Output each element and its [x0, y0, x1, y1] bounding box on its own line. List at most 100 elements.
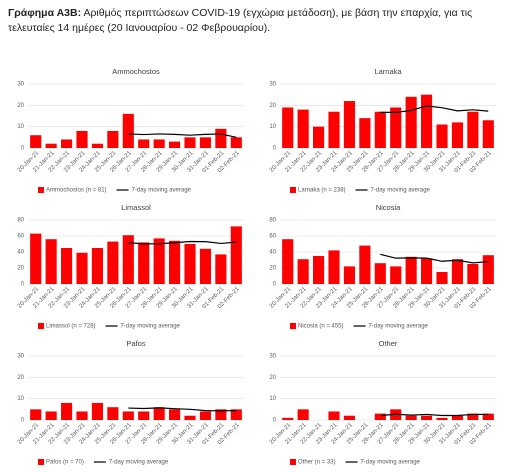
bar	[61, 402, 73, 420]
moving-average-line	[128, 407, 237, 412]
y-tick-label: 40	[17, 250, 24, 256]
legend-label: Larnaka (n = 238)	[298, 188, 346, 194]
bar	[374, 413, 386, 420]
bar	[390, 107, 402, 148]
legend-label: Ammochostos (n = 81)	[46, 188, 107, 194]
bar	[374, 111, 386, 148]
bar	[169, 240, 181, 284]
bar	[421, 258, 433, 284]
bar	[405, 415, 417, 420]
bar	[282, 107, 294, 148]
chart-title: Ammochostos	[112, 67, 160, 76]
bar	[313, 126, 325, 148]
bar	[297, 409, 309, 420]
legend-label: Other (n = 33)	[298, 460, 336, 466]
bar	[215, 254, 227, 284]
chart-title: Limassol	[121, 203, 151, 212]
bar	[122, 235, 134, 284]
bar	[45, 143, 57, 148]
bar	[405, 256, 417, 284]
legend-swatch	[290, 187, 296, 193]
legend-label: 7-day moving average	[121, 324, 181, 330]
bar	[184, 137, 196, 148]
y-tick-label: 10	[17, 124, 24, 130]
bar	[230, 226, 242, 284]
bar	[297, 259, 309, 284]
bar	[390, 266, 402, 284]
y-tick-label: 10	[17, 396, 24, 402]
legend-label: Limassol (n = 728)	[46, 324, 96, 330]
y-tick-label: 0	[21, 146, 25, 152]
bar	[138, 242, 150, 284]
bar	[199, 248, 211, 284]
legend-swatch	[290, 323, 296, 329]
chart-title: Other	[379, 339, 398, 348]
legend-label: 7-day moving average	[361, 460, 421, 466]
bar	[482, 255, 494, 284]
bar	[436, 272, 448, 284]
bar	[215, 128, 227, 148]
y-tick-label: 20	[17, 266, 24, 272]
bar	[169, 141, 181, 148]
y-tick-label: 10	[269, 124, 276, 130]
bar	[169, 409, 181, 420]
bar	[184, 415, 196, 420]
bar	[328, 250, 340, 284]
chart-title: Pafos	[126, 339, 145, 348]
bar	[138, 411, 150, 420]
bar	[328, 411, 340, 420]
moving-average-line	[380, 413, 489, 417]
bar	[230, 137, 242, 148]
bar	[215, 409, 227, 420]
y-tick-label: 0	[21, 418, 25, 424]
bar	[199, 137, 211, 148]
y-tick-label: 20	[17, 375, 24, 381]
y-tick-label: 30	[269, 82, 276, 88]
legend-label: 7-day moving average	[132, 188, 192, 194]
bar	[76, 130, 88, 148]
moving-average-line	[128, 133, 237, 138]
bar	[343, 101, 355, 148]
legend-swatch	[38, 323, 44, 329]
legend-label: Pafos (n = 70)	[46, 460, 84, 466]
bar	[297, 109, 309, 148]
bar	[107, 130, 119, 148]
bar	[61, 139, 73, 148]
bar	[467, 111, 479, 148]
header: Γράφημα Α3Β: Αριθμός περιπτώσεων COVID-1…	[8, 6, 503, 36]
bar	[421, 94, 433, 148]
chart-title: Larnaka	[374, 67, 402, 76]
bar	[138, 139, 150, 148]
bar	[328, 111, 340, 148]
bar	[359, 245, 371, 284]
header-label: Γράφημα Α3Β:	[8, 7, 82, 19]
y-tick-label: 30	[269, 354, 276, 360]
bar	[343, 415, 355, 420]
bar	[91, 143, 103, 148]
bar	[436, 124, 448, 148]
y-tick-label: 20	[269, 375, 276, 381]
y-tick-label: 60	[269, 234, 276, 240]
y-tick-label: 30	[17, 354, 24, 360]
bar	[45, 411, 57, 420]
legend-swatch	[38, 459, 44, 465]
moving-average-line	[128, 240, 237, 245]
bar	[359, 118, 371, 148]
bar	[122, 113, 134, 148]
bar	[61, 248, 73, 284]
legend-label: 7-day moving average	[369, 324, 429, 330]
header-text: Αριθμός περιπτώσεων COVID-19 (εγχώρια με…	[8, 7, 473, 34]
bar	[451, 259, 463, 284]
bar	[421, 415, 433, 420]
bar	[313, 256, 325, 284]
bar	[282, 417, 294, 420]
y-tick-label: 20	[269, 103, 276, 109]
y-tick-label: 0	[273, 282, 277, 288]
y-tick-label: 40	[269, 250, 276, 256]
bar	[153, 407, 165, 420]
legend-label: 7-day moving average	[371, 188, 431, 194]
bar	[76, 411, 88, 420]
legend-label: Nicosia (n = 455)	[298, 324, 344, 330]
bar	[343, 266, 355, 284]
